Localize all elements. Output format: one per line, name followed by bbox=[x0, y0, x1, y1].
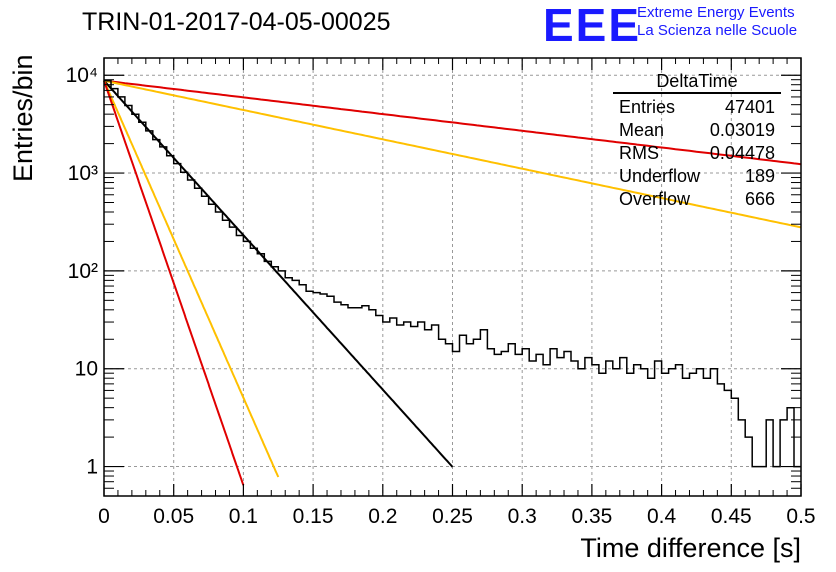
x-tick-label: 0.4 bbox=[647, 505, 677, 528]
x-axis-label: Time difference [s] bbox=[580, 533, 801, 563]
x-tick-label: 0.35 bbox=[571, 505, 612, 528]
stats-value: 666 bbox=[744, 189, 775, 209]
stats-value: 0.04478 bbox=[709, 143, 775, 163]
fit-curve bbox=[103, 79, 802, 229]
logo-line-2: La Scienza nelle Scuole bbox=[637, 22, 798, 39]
chart-title: TRIN-01-2017-04-05-00025 bbox=[82, 8, 391, 36]
eee-logo: EEE bbox=[543, 0, 642, 51]
y-axis-label: Entries/bin bbox=[8, 54, 38, 182]
y-tick-label: 10² bbox=[68, 260, 98, 283]
stats-value: 189 bbox=[744, 166, 775, 186]
x-tick-label: 0.1 bbox=[229, 505, 258, 528]
x-tick-label: 0.25 bbox=[432, 505, 473, 528]
fit-curves bbox=[103, 79, 802, 486]
x-tick-label: 0.05 bbox=[153, 505, 194, 528]
axis-ticks: 0 0.05 0.1 0.15 0.2 0.25 0.3 0.35 0.4 0.45 0.5 1 10 1… bbox=[66, 58, 816, 528]
y-tick-label: 10³ bbox=[68, 162, 98, 185]
logo-line-1: Extreme Energy Events bbox=[637, 4, 795, 21]
stats-row-rms: RMS 0.04478 bbox=[613, 142, 781, 165]
x-tick-label: 0.45 bbox=[711, 505, 752, 528]
x-tick-label: 0.15 bbox=[293, 505, 334, 528]
y-tick-label: 1 bbox=[86, 456, 98, 479]
stats-label: Mean bbox=[619, 120, 665, 140]
stats-label: RMS bbox=[619, 143, 659, 163]
x-tick-label: 0 bbox=[98, 505, 110, 528]
stats-box: DeltaTime Entries 47401 Mean 0.03019 RMS… bbox=[613, 70, 781, 211]
fit-curve bbox=[103, 79, 802, 166]
stats-row-underflow: Underflow 189 bbox=[613, 165, 781, 188]
fit-curve bbox=[103, 80, 454, 468]
histogram-steps bbox=[104, 79, 801, 468]
fit-curve bbox=[103, 80, 280, 478]
stats-name: DeltaTime bbox=[613, 70, 781, 94]
stats-label: Underflow bbox=[619, 166, 701, 186]
stats-label: Overflow bbox=[619, 189, 691, 209]
stats-row-entries: Entries 47401 bbox=[613, 96, 781, 119]
stats-row-mean: Mean 0.03019 bbox=[613, 119, 781, 142]
x-tick-label: 0.3 bbox=[508, 505, 537, 528]
x-tick-label: 0.5 bbox=[786, 505, 815, 528]
x-tick-label: 0.2 bbox=[368, 505, 397, 528]
y-tick-label: 10 bbox=[75, 358, 98, 381]
fit-curve bbox=[103, 80, 245, 486]
stats-value: 47401 bbox=[724, 97, 775, 117]
y-tick-label: 10⁴ bbox=[66, 64, 98, 87]
stats-label: Entries bbox=[619, 97, 676, 117]
stats-row-overflow: Overflow 666 bbox=[613, 188, 781, 211]
stats-value: 0.03019 bbox=[709, 120, 775, 140]
